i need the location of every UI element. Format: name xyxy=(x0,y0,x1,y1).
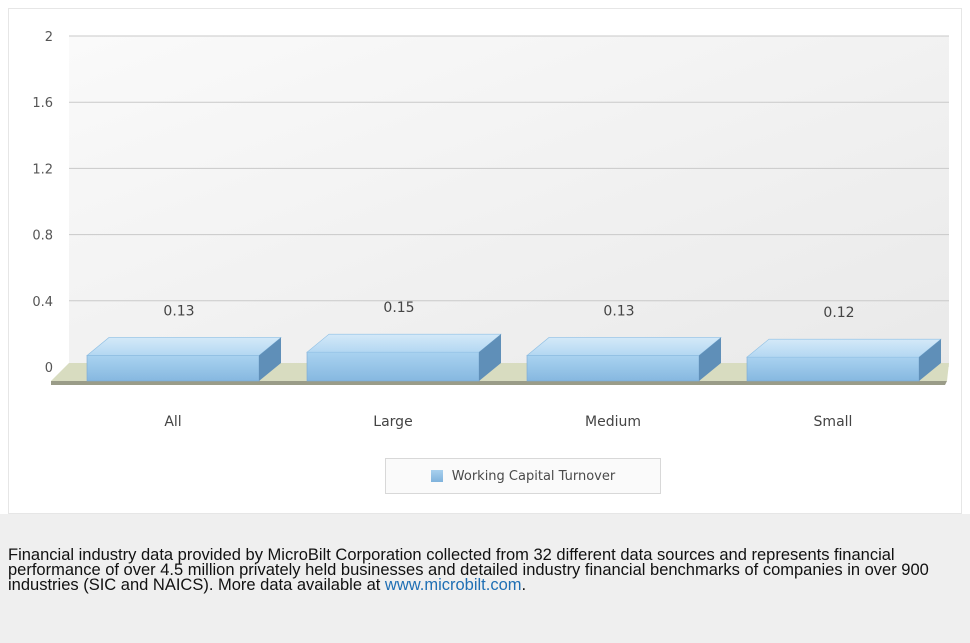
x-tick-label: Large xyxy=(373,414,412,430)
bar-top xyxy=(526,337,722,356)
bar xyxy=(86,355,260,382)
data-label: 0.13 xyxy=(163,303,194,319)
bar-top xyxy=(306,333,502,353)
footnote-text: Financial industry data provided by Micr… xyxy=(8,546,929,594)
bar-side xyxy=(699,337,721,381)
legend-swatch xyxy=(430,470,443,482)
y-axis: 0 0.4 0.8 1.2 1.6 2 xyxy=(32,30,53,376)
floor-edge xyxy=(51,381,947,385)
y-tick-label: 0.8 xyxy=(32,229,53,244)
plot-background xyxy=(69,36,949,367)
y-tick-label: 2 xyxy=(45,30,53,45)
data-label: 0.12 xyxy=(823,305,854,321)
y-tick-label: 0 xyxy=(45,361,53,376)
data-labels: 0.13 0.15 0.13 0.12 xyxy=(163,300,854,321)
x-tick-label: Medium xyxy=(585,414,641,430)
legend-label: Working Capital Turnover xyxy=(451,468,616,484)
bar-top xyxy=(86,337,282,356)
gridlines xyxy=(69,35,949,302)
data-label: 0.15 xyxy=(383,300,414,316)
bars xyxy=(86,333,942,382)
legend: Working Capital Turnover xyxy=(385,458,661,494)
bar xyxy=(306,351,480,382)
microbilt-link[interactable]: www.microbilt.com xyxy=(384,576,522,594)
bar-side xyxy=(919,339,941,381)
footnote: Financial industry data provided by Micr… xyxy=(0,514,970,643)
bar-side xyxy=(479,334,501,381)
data-label: 0.13 xyxy=(603,303,634,319)
x-axis: All Large Medium Small xyxy=(164,414,852,430)
bar xyxy=(526,355,700,382)
y-tick-label: 0.4 xyxy=(32,295,53,310)
y-tick-label: 1.2 xyxy=(32,162,53,177)
bar-side xyxy=(259,337,281,381)
x-tick-label: All xyxy=(164,414,181,430)
bar xyxy=(746,356,920,382)
y-tick-label: 1.6 xyxy=(32,96,53,111)
bar-chart: 0 0.4 0.8 1.2 1.6 2 0.13 0.15 0.13 0.12 All Large… xyxy=(32,30,949,430)
chart-panel: 0 0.4 0.8 1.2 1.6 2 0.13 0.15 0.13 0.12 All Large… xyxy=(8,8,962,514)
plot-area xyxy=(69,36,949,367)
footnote-suffix: . xyxy=(521,576,527,594)
bar-top xyxy=(746,338,942,358)
x-tick-label: Small xyxy=(814,414,853,430)
